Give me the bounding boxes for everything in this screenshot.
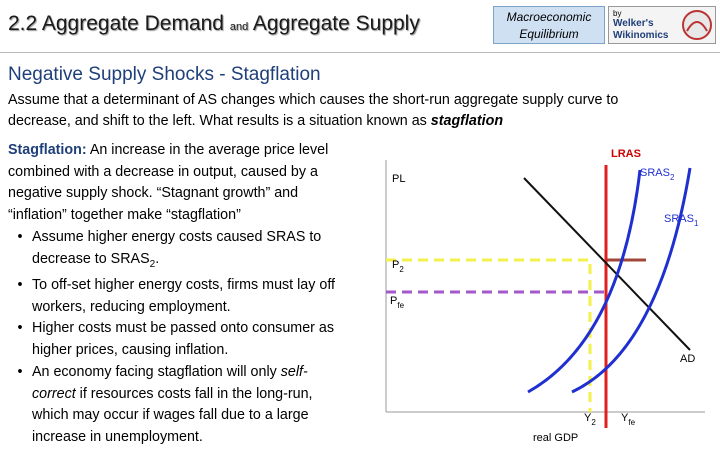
subscript: fe	[628, 418, 635, 427]
bullet-text: higher prices, causing inflation.	[32, 342, 229, 359]
bullet-text: Assume higher energy costs caused SRAS t…	[32, 228, 322, 245]
definition-block: Stagflation: An increase in the average …	[8, 140, 335, 449]
bullet-text: increase in unemployment.	[32, 429, 203, 445]
subscript: 2	[591, 418, 596, 427]
bullet-text: Higher costs must be passed onto consume…	[32, 320, 334, 337]
curve-label: SRAS2	[640, 167, 675, 182]
ad-curve	[523, 177, 691, 351]
logo-icon	[682, 10, 712, 40]
curve-label: AD	[680, 353, 695, 365]
axis-label: real GDP	[533, 432, 578, 444]
logo-line: Welker's	[613, 18, 654, 29]
label-main: Y	[621, 412, 629, 424]
price-label: Pfe	[390, 295, 405, 310]
sras1-curve	[571, 167, 692, 394]
intro-line: Assume that a determinant of AS changes …	[8, 92, 619, 108]
topic-box: Macroeconomic Equilibrium	[493, 6, 605, 44]
p2-guide	[386, 258, 592, 412]
bullet-line: correct if resources costs fall in the l…	[8, 384, 335, 406]
intro-emphasis: stagflation	[430, 113, 504, 129]
price-label: P2	[392, 259, 404, 274]
slide-title: 2.2 Aggregate Demand and Aggregate Suppl…	[8, 12, 420, 36]
subscript: 2	[399, 265, 404, 274]
bullet-text: An economy facing stagflation will only	[32, 363, 281, 380]
subscript: 2	[670, 173, 675, 182]
definition-line: An increase in the average price level	[86, 142, 329, 158]
subscript: fe	[397, 301, 404, 310]
output-label: Yfe	[621, 412, 636, 427]
bullet: • Higher costs must be passed onto consum…	[17, 320, 334, 337]
bullet-italic: self-	[280, 363, 308, 380]
bullet-italic: correct	[32, 385, 76, 402]
label-main: P	[390, 295, 397, 307]
label-main: Y	[584, 412, 592, 424]
sras2-curve	[527, 169, 642, 394]
bullet-line: decrease to SRAS2.	[8, 249, 335, 276]
logo-line: Wikinomics	[613, 30, 669, 41]
bullet: • To off-set higher energy costs, firms m…	[17, 277, 336, 294]
definition-line: negative supply shock. “Stagnant growth”…	[8, 185, 299, 202]
title-left: 2.2 Aggregate Demand	[8, 12, 224, 35]
subscript: 1	[694, 219, 699, 228]
intro: Assume that a determinant of AS changes …	[8, 90, 618, 132]
label-main: SRAS	[664, 213, 694, 225]
output-label: Y2	[584, 412, 596, 427]
bullet: • An economy facing stagflation will only…	[17, 363, 308, 380]
term: Stagflation:	[8, 142, 87, 158]
bullet-text: workers, reducing employment.	[32, 298, 231, 315]
intro-line: decrease, and shift to the left. What re…	[8, 113, 431, 129]
title-and: and	[229, 21, 249, 33]
curve-label: SRAS1	[664, 213, 699, 228]
bullet-text: which may occur if wages fall due to a l…	[32, 407, 309, 424]
bullet-text: decrease to SRAS	[32, 250, 150, 267]
curve-label: LRAS	[611, 148, 641, 160]
bullet: • Assume higher energy costs caused SRAS …	[17, 228, 322, 245]
label-main: P	[392, 259, 399, 271]
subscript: 2	[149, 258, 156, 270]
bullet-text: To off-set higher energy costs, firms mu…	[32, 277, 336, 294]
label-main: SRAS	[640, 167, 670, 179]
divider	[0, 52, 720, 53]
topic-line: Equilibrium	[519, 27, 579, 41]
topic-line: Macroeconomic	[506, 10, 592, 24]
definition-line: combined with a decrease in output, caus…	[8, 163, 318, 180]
definition-line: “inflation” together make “stagflation”	[8, 207, 241, 224]
logo: by Welker's Wikinomics	[608, 6, 716, 44]
heading: Negative Supply Shocks - Stagflation	[8, 64, 321, 85]
axis-label: PL	[392, 173, 405, 185]
bullet-text: if resources costs fall in the long-run,	[75, 385, 313, 402]
logo-by: by	[613, 9, 622, 18]
title-right: Aggregate Supply	[252, 12, 420, 35]
bullet-text: .	[155, 250, 160, 267]
